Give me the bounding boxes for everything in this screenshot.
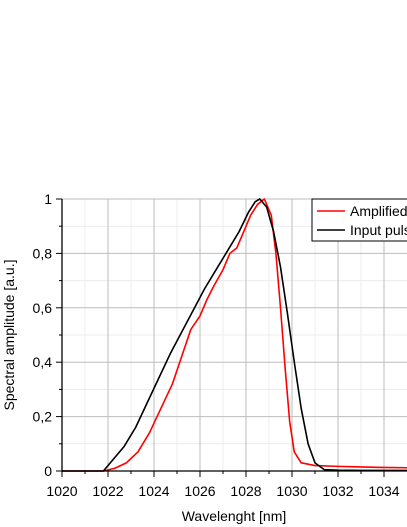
x-tick-label: 1030: [276, 483, 307, 499]
x-axis-title: Wavelenght [nm]: [182, 508, 287, 524]
y-tick-label: 1: [44, 191, 52, 207]
series-line-amplified: [62, 198, 407, 472]
x-tick-label: 1026: [184, 483, 215, 499]
legend: Amplified Input pulse: [311, 198, 407, 242]
series-layer: [62, 198, 407, 472]
x-tick-label: 1022: [92, 483, 123, 499]
legend-label: Amplified: [350, 203, 407, 219]
x-tick-label: 1028: [230, 483, 261, 499]
y-tick-label: 0: [44, 463, 52, 479]
x-tick-label: 1034: [368, 483, 399, 499]
axes: 1020 1022 1024 1026 1028 1030 1032 1034 0 0,2 0,4 0…: [33, 191, 407, 499]
series-line-input-pulse: [62, 198, 407, 472]
x-tick-label: 1032: [322, 483, 353, 499]
y-tick-label: 0,2: [33, 409, 53, 425]
y-tick-label: 0,6: [33, 300, 53, 316]
y-tick-label: 0,4: [33, 354, 53, 370]
legend-box: [311, 198, 407, 242]
x-tick-label: 1024: [138, 483, 169, 499]
legend-label: Input pulse: [350, 222, 407, 238]
x-tick-label: 1020: [46, 483, 77, 499]
y-tick-label: 0,8: [33, 245, 53, 261]
y-axis-title: Spectral amplitude [a.u.]: [1, 260, 17, 411]
